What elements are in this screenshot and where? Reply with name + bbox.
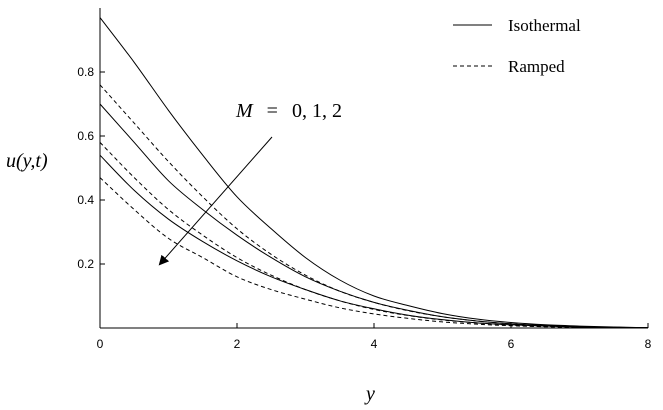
legend: Isothermal Ramped xyxy=(453,16,581,76)
annotation-label: M = 0, 1, 2 xyxy=(235,100,342,122)
ramped-series-line-5 xyxy=(99,177,649,329)
x-tick-label: 2 xyxy=(234,337,241,351)
legend-label-isothermal: Isothermal xyxy=(508,16,581,35)
annotation-prefix: M xyxy=(235,100,254,122)
y-axis-label: u(y,t) xyxy=(6,150,48,172)
isothermal-series-line-2 xyxy=(99,154,649,329)
x-tick-label: 4 xyxy=(371,337,378,351)
annotation-equals: = xyxy=(267,100,278,122)
x-tick-label: 8 xyxy=(645,337,652,351)
y-tick-label: 0.2 xyxy=(77,257,94,271)
annotation-arrow xyxy=(158,136,273,266)
x-axis-label: y xyxy=(364,383,375,405)
ramped-series-line-3 xyxy=(99,84,649,329)
ticks: 0 2 4 6 8 0.2 0.4 0.6 0.8 xyxy=(77,65,651,351)
x-tick-label: 0 xyxy=(97,337,104,351)
y-tick-label: 0.4 xyxy=(77,193,94,207)
x-tick-label: 6 xyxy=(508,337,515,351)
y-tick-label: 0.8 xyxy=(77,65,94,79)
ramped-series-line-4 xyxy=(99,142,649,329)
plot-area: 0 2 4 6 8 0.2 0.4 0.6 0.8 xyxy=(77,8,652,351)
isothermal-series-line-0 xyxy=(99,17,649,329)
y-tick-label: 0.6 xyxy=(77,129,94,143)
series-group xyxy=(99,17,649,329)
annotation: M = 0, 1, 2 xyxy=(158,100,342,266)
annotation-values: 0, 1, 2 xyxy=(292,100,342,122)
legend-label-ramped: Ramped xyxy=(508,57,565,76)
isothermal-series-line-1 xyxy=(99,103,649,329)
